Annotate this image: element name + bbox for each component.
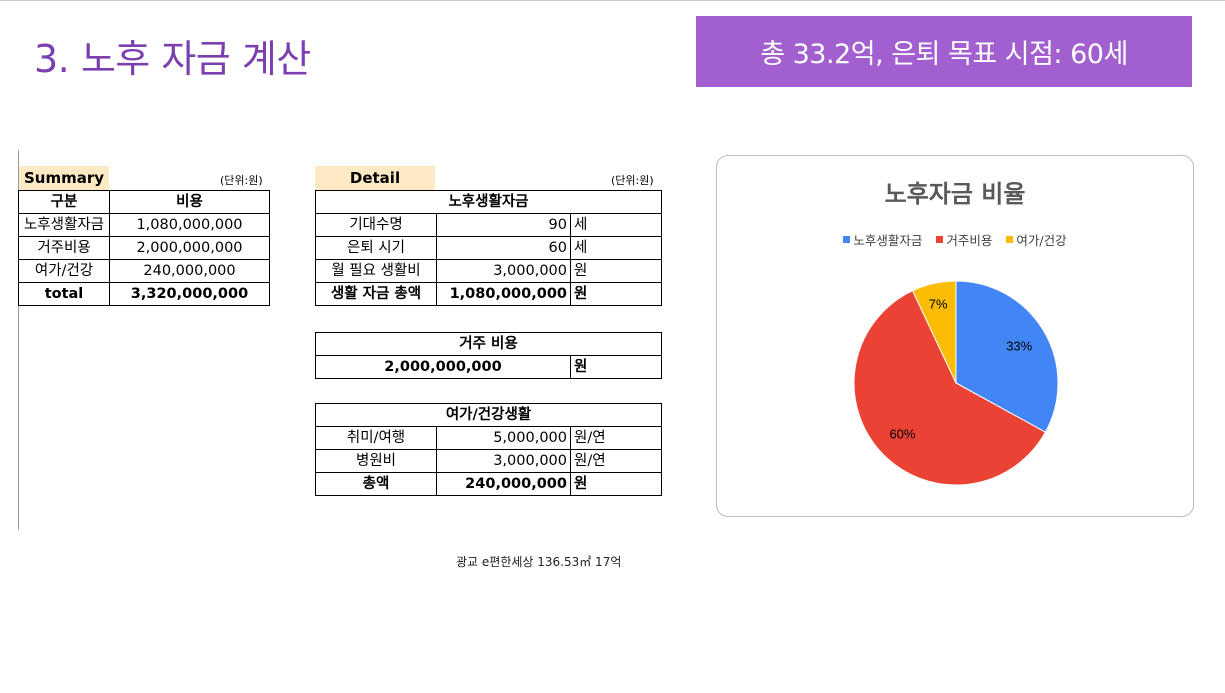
housing-value: 2,000,000,000 bbox=[315, 355, 571, 379]
living-row-label: 기대수명 bbox=[315, 213, 437, 237]
table-row: 2,000,000,000 원 bbox=[315, 355, 663, 379]
leisure-row-unit: 원/연 bbox=[570, 426, 662, 450]
slide-title: 3. 노후 자금 계산 bbox=[34, 37, 311, 81]
living-row-label: 은퇴 시기 bbox=[315, 236, 437, 260]
legend-swatch bbox=[843, 236, 851, 243]
summary-header-row: 구분 비용 bbox=[18, 190, 270, 214]
living-row-unit: 세 bbox=[570, 213, 662, 237]
housing-title-row: 거주 비용 bbox=[314, 332, 663, 356]
summary-tag: Summary bbox=[19, 166, 109, 190]
leisure-total-label: 총액 bbox=[315, 472, 437, 496]
summary-row-label: 거주비용 bbox=[18, 236, 110, 260]
table-row: 은퇴 시기 60 세 bbox=[315, 236, 662, 260]
summary-total-value: 3,320,000,000 bbox=[109, 282, 270, 306]
pie-slice-2 bbox=[911, 280, 957, 384]
legend-item: 거주비용 bbox=[936, 230, 992, 249]
table-row: 병원비 3,000,000 원/연 bbox=[315, 449, 662, 473]
pie-slice-1 bbox=[853, 290, 1047, 486]
pie-slice-0 bbox=[955, 280, 1059, 433]
pie-data-label: 60% bbox=[889, 426, 915, 441]
top-rule bbox=[0, 0, 1225, 1]
table-row: 취미/여행 5,000,000 원/연 bbox=[315, 426, 662, 450]
detail-tag: Detail bbox=[315, 166, 435, 190]
living-total-row: 생활 자금 총액 1,080,000,000 원 bbox=[315, 282, 662, 306]
summary-unit: (단위:원) bbox=[220, 174, 263, 187]
table-row: 월 필요 생활비 3,000,000 원 bbox=[315, 259, 662, 283]
leisure-row-value: 3,000,000 bbox=[436, 449, 571, 473]
living-row-unit: 세 bbox=[570, 236, 662, 260]
summary-row-label: 여가/건강 bbox=[18, 259, 110, 283]
summary-banner: 총 33.2억, 은퇴 목표 시점: 60세 bbox=[696, 16, 1192, 87]
housing-title: 거주 비용 bbox=[314, 332, 663, 356]
leisure-title: 여가/건강생활 bbox=[315, 403, 662, 427]
pie-data-label: 7% bbox=[929, 296, 948, 311]
leisure-total-row: 총액 240,000,000 원 bbox=[315, 472, 662, 496]
table-row: 기대수명 90 세 bbox=[315, 213, 662, 237]
legend-label: 노후생활자금 bbox=[853, 233, 923, 248]
chart-title: 노후자금 비율 bbox=[884, 180, 1026, 208]
legend-item: 노후생활자금 bbox=[843, 230, 922, 249]
legend-label: 여가/건강 bbox=[1016, 233, 1067, 248]
summary-total-row: total 3,320,000,000 bbox=[18, 282, 270, 306]
leisure-row-unit: 원/연 bbox=[570, 449, 662, 473]
leisure-health-table: 여가/건강생활 취미/여행 5,000,000 원/연 병원비 3,000,00… bbox=[315, 403, 662, 496]
summary-header-cost: 비용 bbox=[109, 190, 270, 214]
summary-row-value: 2,000,000,000 bbox=[109, 236, 270, 260]
leisure-row-value: 5,000,000 bbox=[436, 426, 571, 450]
living-row-value: 3,000,000 bbox=[436, 259, 571, 283]
chart-legend: 노후생활자금 거주비용 여가/건강 bbox=[717, 230, 1193, 249]
leisure-total-value: 240,000,000 bbox=[436, 472, 571, 496]
footnote: 광교 e편한세상 136.53㎡ 17억 bbox=[456, 555, 622, 569]
legend-label: 거주비용 bbox=[946, 233, 993, 248]
living-total-value: 1,080,000,000 bbox=[436, 282, 571, 306]
summary-total-label: total bbox=[18, 282, 110, 306]
pie-chart-panel: 노후자금 비율 노후생활자금 거주비용 여가/건강 33% 60% 7% bbox=[716, 155, 1194, 517]
summary-row-value: 240,000,000 bbox=[109, 259, 270, 283]
living-row-value: 60 bbox=[436, 236, 571, 260]
pie-chart: 33% 60% 7% bbox=[853, 280, 1059, 486]
summary-table: 구분 비용 노후생활자금 1,080,000,000 거주비용 2,000,00… bbox=[18, 190, 270, 306]
table-row: 거주비용 2,000,000,000 bbox=[18, 236, 270, 260]
living-total-label: 생활 자금 총액 bbox=[315, 282, 437, 306]
pie-data-label: 33% bbox=[1006, 339, 1032, 354]
detail-unit: (단위:원) bbox=[611, 174, 654, 187]
leisure-title-row: 여가/건강생활 bbox=[315, 403, 662, 427]
living-title-row: 노후생활자금 bbox=[315, 190, 662, 214]
leisure-total-unit: 원 bbox=[570, 472, 662, 496]
living-row-label: 월 필요 생활비 bbox=[315, 259, 437, 283]
legend-item: 여가/건강 bbox=[1006, 230, 1067, 249]
summary-header-category: 구분 bbox=[18, 190, 110, 214]
summary-row-label: 노후생활자금 bbox=[18, 213, 110, 237]
legend-swatch bbox=[936, 236, 944, 243]
legend-swatch bbox=[1006, 236, 1014, 243]
living-cost-table: 노후생활자금 기대수명 90 세 은퇴 시기 60 세 월 필요 생활비 3,0… bbox=[315, 190, 662, 306]
living-total-unit: 원 bbox=[570, 282, 662, 306]
leisure-row-label: 병원비 bbox=[315, 449, 437, 473]
housing-cost-table: 거주 비용 2,000,000,000 원 bbox=[314, 332, 663, 379]
living-row-value: 90 bbox=[436, 213, 571, 237]
leisure-row-label: 취미/여행 bbox=[315, 426, 437, 450]
table-row: 노후생활자금 1,080,000,000 bbox=[18, 213, 270, 237]
left-divider bbox=[18, 150, 19, 530]
living-title: 노후생활자금 bbox=[315, 190, 662, 214]
table-row: 여가/건강 240,000,000 bbox=[18, 259, 270, 283]
summary-row-value: 1,080,000,000 bbox=[109, 213, 270, 237]
housing-unit: 원 bbox=[569, 355, 663, 379]
living-row-unit: 원 bbox=[570, 259, 662, 283]
